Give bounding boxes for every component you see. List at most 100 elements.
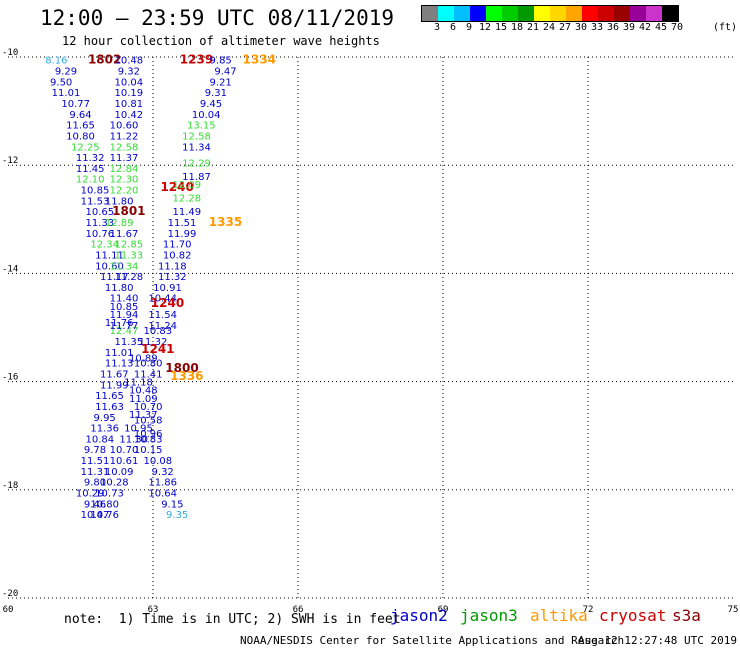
y-tick-label: -16 [2,373,18,383]
wave-height-label: 11.70 [163,240,192,251]
colorbar-swatch [646,6,662,21]
wave-height-label: 9.78 [84,445,106,456]
wave-height-label: 11.63 [95,402,124,413]
time-label: 1801 [112,204,145,218]
wave-height-label: 11.77 [110,321,139,332]
colorbar-label: 21 [526,22,540,33]
wave-height-label: 12.58 [182,131,211,142]
wave-height-label: 10.95 [124,424,153,435]
tick-labels: 60 63 66 69 72 75 -10 -12 -14 -16 -18 -20 [2,48,738,615]
colorbar-swatch [502,6,518,21]
wave-height-label: 10.60 [95,261,124,272]
footer-credit: NOAA/NESDIS Center for Satellite Applica… [240,634,625,647]
wave-height-label: 12.58 [110,142,139,153]
wave-height-label: 11.51 [168,218,197,229]
wave-height-label: 9.32 [118,67,140,78]
wave-height-label: 9.15 [161,499,183,510]
wave-height-label: 11.87 [182,172,211,183]
wave-height-label: 12.89 [105,218,134,229]
wave-height-label: 11.67 [100,369,129,380]
wave-height-label: 11.18 [124,378,153,389]
wave-height-label: 10.09 [105,467,134,478]
wave-height-label: 11.24 [148,321,177,332]
wave-height-label: 10.64 [148,489,177,500]
wave-height-label: 10.76 [90,510,119,521]
wave-height-label: 9.64 [69,110,91,121]
colorbar-swatch [534,6,550,21]
chart-subtitle: 12 hour collection of altimeter wave hei… [62,34,380,48]
wave-height-label: 10.80 [66,131,95,142]
wave-height-label: 10.73 [95,489,124,500]
wave-height-label: 10.80 [134,359,163,370]
wave-height-label: 11.37 [110,153,139,164]
x-tick-label: 69 [438,605,449,615]
colorbar-label: 39 [622,22,636,33]
colorbar-label: 27 [558,22,572,33]
wave-height-label: 11.09 [129,394,158,405]
wave-height-label: 11.34 [110,261,139,272]
time-label: 1336 [170,369,203,383]
footer-timestamp: Aug 12 12:27:48 UTC 2019 [578,634,737,647]
wave-height-label: 11.86 [148,478,177,489]
wave-height-label: 11.76 [105,318,134,329]
wave-height-label: 9.29 [55,67,77,78]
wave-height-label: 10.65 [86,207,115,218]
colorbar-swatch [518,6,534,21]
wave-height-label: 10.58 [134,415,163,426]
wave-height-label: 9.50 [50,77,72,88]
colorbar [421,5,679,22]
wave-height-label: 12.30 [110,175,139,186]
wave-height-label: 10.15 [134,445,163,456]
wave-height-label: 10.28 [100,478,129,489]
colorbar-label: 36 [606,22,620,33]
wave-height-label: 10.70 [134,402,163,413]
wave-height-label: 12.84 [110,164,139,175]
wave-height-label: 10.85 [110,302,139,313]
wave-height-label: 10.19 [115,88,144,99]
wave-height-label: 10.04 [115,77,144,88]
wave-height-label: 10.70 [110,445,139,456]
wave-height-label: 9.45 [200,99,222,110]
time-label: 1241 [141,342,174,356]
footer-note: note: 1) Time is in UTC; 2) SWH is in fe… [64,612,401,627]
wave-height-label: 11.13 [105,359,134,370]
wave-height-label: 11.67 [110,229,139,240]
colorbar-unit: (ft) [713,22,738,33]
time-label: 1240 [160,180,193,194]
legend-altika: altika [530,606,588,625]
wave-height-label: 11.33 [115,250,144,261]
wave-height-label: 11.11 [95,250,124,261]
legend-jason2: jason2 [390,606,448,625]
wave-height-label: 11.54 [148,310,177,321]
wave-height-label: 11.94 [110,310,139,321]
wave-height-label: 10.89 [129,353,158,364]
wave-height-label: 10.61 [110,456,139,467]
colorbar-swatch [454,6,470,21]
data-labels: 8.169.299.5011.0110.779.6411.6510.8012.2… [45,53,276,521]
wave-height-label: 11.49 [173,207,202,218]
wave-height-label: 11.32 [76,153,105,164]
wave-height-label: 13.15 [187,121,216,132]
colorbar-swatch [598,6,614,21]
legend-jason3: jason3 [460,606,518,625]
grid-lines [8,56,733,599]
wave-height-label: 10.76 [86,229,115,240]
wave-height-label: 11.17 [100,272,129,283]
colorbar-swatch [550,6,566,21]
wave-height-label: 11.65 [95,391,124,402]
wave-height-label: 11.18 [158,261,187,272]
wave-height-label: 11.80 [105,283,134,294]
wave-height-label: 10.80 [90,499,119,510]
wave-height-label: 11.99 [168,229,197,240]
wave-height-label: 8.16 [45,56,67,67]
wave-height-label: 11.33 [86,218,115,229]
wave-height-label: 9.95 [94,413,116,424]
colorbar-label: 9 [465,22,473,33]
time-label: 1239 [180,53,213,67]
wave-height-label: 10.85 [81,186,110,197]
wave-height-label: 11.80 [105,196,134,207]
wave-height-label: 10.84 [86,434,115,445]
x-tick-label: 60 [3,605,14,615]
wave-height-label: 10.77 [61,99,90,110]
y-tick-label: -18 [2,481,18,491]
